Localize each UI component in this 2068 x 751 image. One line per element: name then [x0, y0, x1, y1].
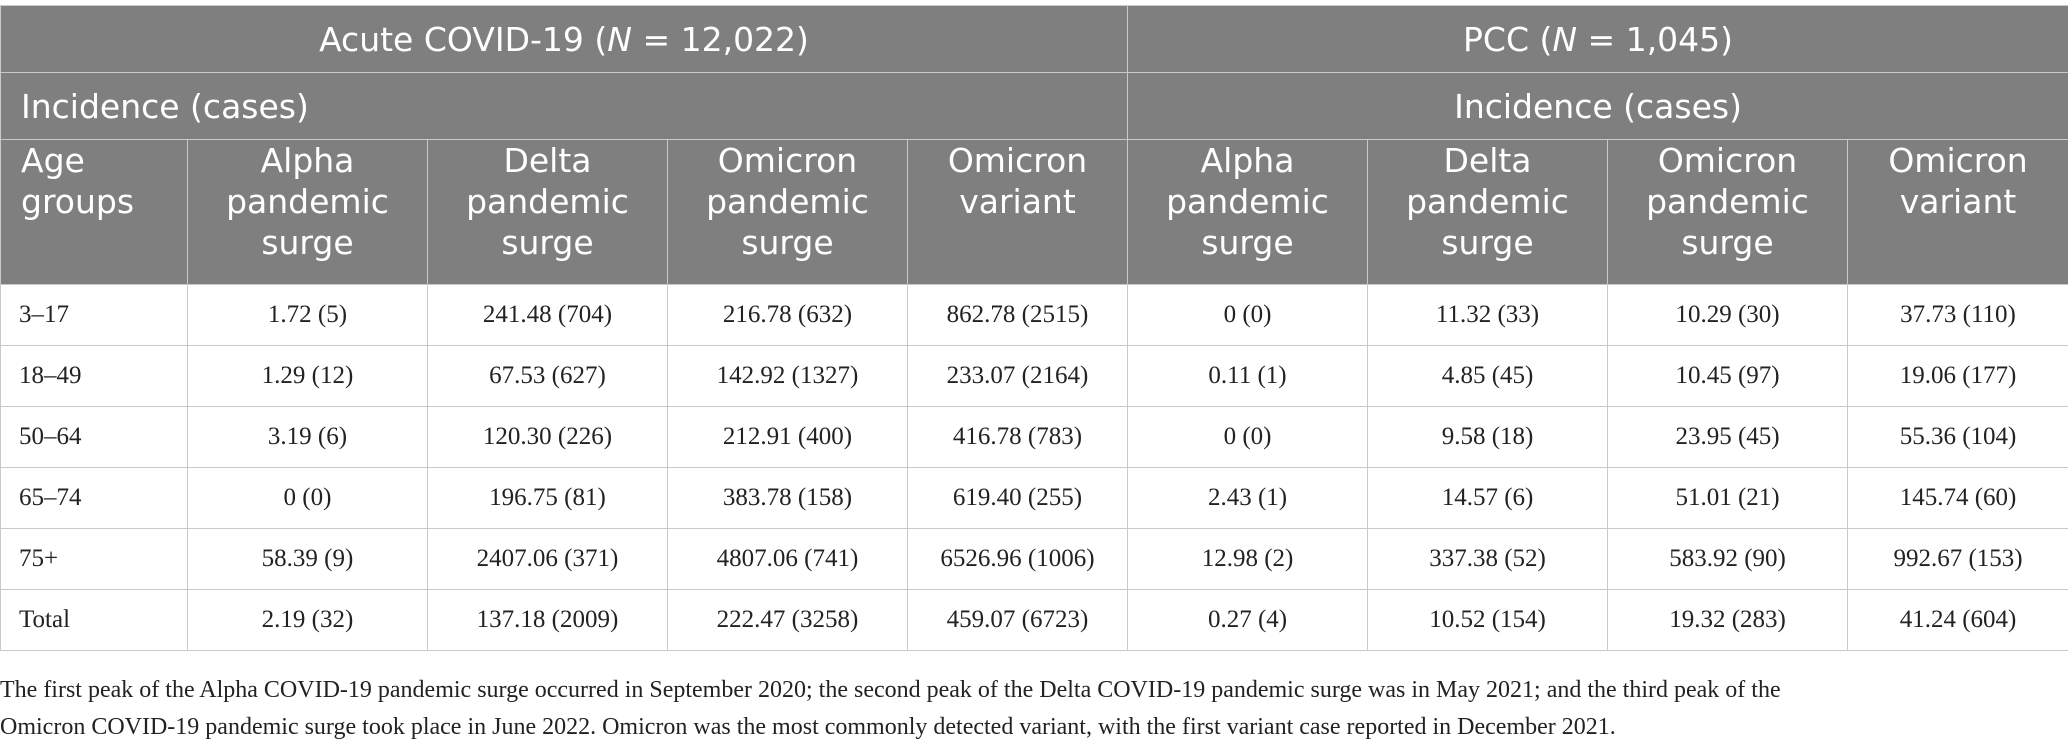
acute-omicron-surge-header: Omicron pandemic surge [667, 139, 908, 285]
table-cell: 0 (0) [1127, 284, 1369, 346]
table-cell: 583.92 (90) [1607, 528, 1849, 590]
acute-incidence-header: Incidence (cases) [0, 72, 1129, 140]
table-cell: 233.07 (2164) [906, 345, 1129, 407]
acute-alpha-header: Alpha pandemic surge [187, 139, 428, 285]
acute-group-header: Acute COVID-19 (N = 12,022) [0, 5, 1129, 73]
footnote-line: Omicron COVID-19 pandemic surge took pla… [0, 714, 1616, 740]
table-cell: 459.07 (6723) [906, 589, 1129, 651]
table-cell: 23.95 (45) [1607, 406, 1849, 468]
age-groups-header: Age groups [0, 139, 188, 285]
table-row: 50–64 3.19 (6) 120.30 (226) 212.91 (400)… [0, 406, 2068, 468]
table-cell: 992.67 (153) [1847, 528, 2068, 590]
table-cell: 2407.06 (371) [427, 528, 668, 590]
age-cell: 3–17 [0, 284, 188, 346]
table-cell: 6526.96 (1006) [906, 528, 1129, 590]
pcc-omicron-variant-header: Omicron variant [1847, 139, 2068, 285]
table-row: 18–49 1.29 (12) 67.53 (627) 142.92 (1327… [0, 345, 2068, 407]
pcc-omicron-surge-header: Omicron pandemic surge [1607, 139, 1849, 285]
table-cell: 416.78 (783) [906, 406, 1129, 468]
table-cell: 196.75 (81) [427, 467, 668, 529]
table-cell: 19.06 (177) [1847, 345, 2068, 407]
table-footnote: The first peak of the Alpha COVID-19 pan… [0, 672, 2060, 746]
table-cell: 1.29 (12) [187, 345, 428, 407]
table-cell: 67.53 (627) [427, 345, 668, 407]
table-cell: 619.40 (255) [906, 467, 1129, 529]
table-cell: 0.27 (4) [1127, 589, 1369, 651]
table-cell: 2.19 (32) [187, 589, 428, 651]
table-cell: 2.43 (1) [1127, 467, 1369, 529]
table-row: 3–17 1.72 (5) 241.48 (704) 216.78 (632) … [0, 284, 2068, 346]
age-cell: 75+ [0, 528, 188, 590]
acute-omicron-variant-header: Omicron variant [906, 139, 1129, 285]
age-cell: Total [0, 589, 188, 651]
table-cell: 142.92 (1327) [667, 345, 908, 407]
pcc-group-header: PCC (N = 1,045) [1127, 5, 2068, 73]
table-cell: 51.01 (21) [1607, 467, 1849, 529]
incidence-table: Acute COVID-19 (N = 12,022) PCC (N = 1,0… [0, 5, 2068, 651]
pcc-delta-header: Delta pandemic surge [1367, 139, 1609, 285]
table-cell: 10.45 (97) [1607, 345, 1849, 407]
table-cell: 0 (0) [187, 467, 428, 529]
table-cell: 3.19 (6) [187, 406, 428, 468]
footnote-line: The first peak of the Alpha COVID-19 pan… [0, 677, 1781, 703]
table-cell: 9.58 (18) [1367, 406, 1609, 468]
table-cell: 862.78 (2515) [906, 284, 1129, 346]
table-cell: 241.48 (704) [427, 284, 668, 346]
table-cell: 120.30 (226) [427, 406, 668, 468]
table-cell: 58.39 (9) [187, 528, 428, 590]
table-cell: 4807.06 (741) [667, 528, 908, 590]
table-cell: 12.98 (2) [1127, 528, 1369, 590]
table-cell: 10.52 (154) [1367, 589, 1609, 651]
table-cell: 10.29 (30) [1607, 284, 1849, 346]
table-cell: 4.85 (45) [1367, 345, 1609, 407]
table-cell: 37.73 (110) [1847, 284, 2068, 346]
table-cell: 212.91 (400) [667, 406, 908, 468]
table-cell: 19.32 (283) [1607, 589, 1849, 651]
table-cell: 41.24 (604) [1847, 589, 2068, 651]
incidence-header-row: Incidence (cases) Incidence (cases) [0, 72, 2068, 140]
acute-delta-header: Delta pandemic surge [427, 139, 668, 285]
table-cell: 337.38 (52) [1367, 528, 1609, 590]
table-cell: 55.36 (104) [1847, 406, 2068, 468]
table-cell: 0.11 (1) [1127, 345, 1369, 407]
table-row: 75+ 58.39 (9) 2407.06 (371) 4807.06 (741… [0, 528, 2068, 590]
table-cell: 137.18 (2009) [427, 589, 668, 651]
column-header-row: Age groups Alpha pandemic surge Delta pandem… [0, 139, 2068, 285]
pcc-incidence-header: Incidence (cases) [1127, 72, 2068, 140]
age-cell: 50–64 [0, 406, 188, 468]
table-cell: 222.47 (3258) [667, 589, 908, 651]
table-cell: 14.57 (6) [1367, 467, 1609, 529]
table-cell: 145.74 (60) [1847, 467, 2068, 529]
table-cell: 0 (0) [1127, 406, 1369, 468]
table-row: 65–74 0 (0) 196.75 (81) 383.78 (158) 619… [0, 467, 2068, 529]
table-cell: 383.78 (158) [667, 467, 908, 529]
pcc-alpha-header: Alpha pandemic surge [1127, 139, 1369, 285]
age-cell: 65–74 [0, 467, 188, 529]
table-row-total: Total 2.19 (32) 137.18 (2009) 222.47 (32… [0, 589, 2068, 651]
group-header-row: Acute COVID-19 (N = 12,022) PCC (N = 1,0… [0, 5, 2068, 73]
table-cell: 11.32 (33) [1367, 284, 1609, 346]
age-cell: 18–49 [0, 345, 188, 407]
table-cell: 216.78 (632) [667, 284, 908, 346]
table-cell: 1.72 (5) [187, 284, 428, 346]
